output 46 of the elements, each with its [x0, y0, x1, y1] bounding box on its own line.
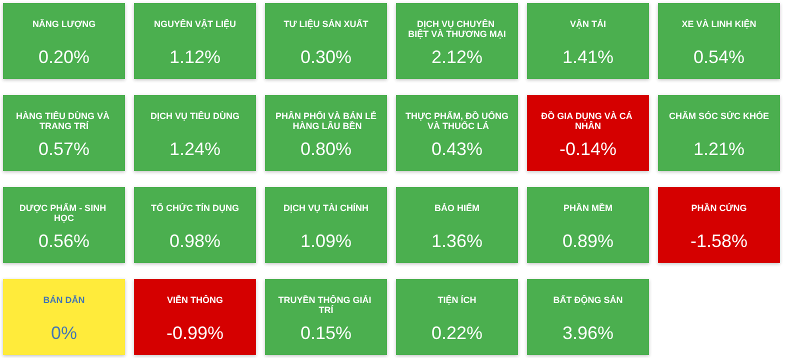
category-label: NGUYÊN VẬT LIỆU	[154, 18, 236, 29]
category-label: XE VÀ LINH KIỆN	[682, 18, 756, 29]
category-label: NĂNG LƯỢNG	[32, 19, 96, 29]
category-label: PHẦN MỀM	[564, 202, 612, 213]
data-label: 0.56%	[38, 231, 90, 251]
data-label: 0.98%	[169, 231, 221, 251]
data-label: 1.36%	[431, 231, 483, 251]
data-label: 0.15%	[300, 323, 352, 343]
data-label: 1.09%	[300, 231, 352, 251]
category-label: VẬN TẢI	[570, 18, 606, 29]
data-label: 0.20%	[38, 47, 90, 67]
data-label: -1.58%	[690, 231, 748, 251]
category-label: TIỆN ÍCH	[438, 294, 476, 305]
category-label: DỊCH VỤ CHUYÊN BIỆT VÀ THƯƠNG MẠI	[408, 18, 506, 39]
category-label: HÀNG TIÊU DÙNG VÀ TRANG TRÍ	[16, 110, 112, 131]
data-label: 0.80%	[300, 139, 352, 159]
category-label: ĐỒ GIA DỤNG VÀ CÁ NHÂN	[541, 110, 635, 131]
data-label: 0.30%	[300, 47, 352, 67]
data-label: 2.12%	[431, 47, 483, 67]
category-label: THỰC PHẨM, ĐỒ UỐNG VÀ THUỐC LÁ	[406, 110, 508, 131]
category-label: TRUYỀN THÔNG GIẢI TRÍ	[278, 294, 374, 315]
data-label: 1.24%	[169, 139, 221, 159]
category-label: DƯỢC PHẨM - SINH HỌC	[19, 202, 109, 223]
data-label: 0.89%	[562, 231, 614, 251]
data-label: 0.22%	[431, 323, 483, 343]
category-label: CHĂM SÓC SỨC KHỎE	[669, 110, 769, 121]
category-label: VIỄN THÔNG	[166, 294, 224, 305]
category-label: PHÂN PHỐI VÀ BÁN LẺ HÀNG LÂU BỀN	[275, 110, 377, 131]
data-label: 0.43%	[431, 139, 483, 159]
category-label: BẢO HIỂM	[434, 202, 480, 213]
category-label: TƯ LIỆU SẢN XUẤT	[284, 18, 369, 29]
data-label: 0.54%	[693, 47, 745, 67]
data-label: 1.41%	[562, 47, 614, 67]
data-label: 1.12%	[169, 47, 221, 67]
data-label: -0.99%	[166, 323, 224, 343]
category-label: PHẦN CỨNG	[691, 202, 747, 213]
data-label: 3.96%	[562, 323, 614, 343]
data-label: 0.57%	[38, 139, 90, 159]
data-label: -0.14%	[559, 139, 617, 159]
data-label: 0%	[50, 323, 78, 343]
category-label: TỔ CHỨC TÍN DỤNG	[151, 202, 239, 213]
category-label: BẤT ĐỘNG SẢN	[553, 294, 623, 305]
data-label: 1.21%	[693, 139, 745, 159]
category-label: DỊCH VỤ TÀI CHÍNH	[284, 203, 368, 213]
category-label: BÁN DẪN	[43, 294, 85, 305]
category-label: DỊCH VỤ TIÊU DÙNG	[150, 110, 240, 121]
